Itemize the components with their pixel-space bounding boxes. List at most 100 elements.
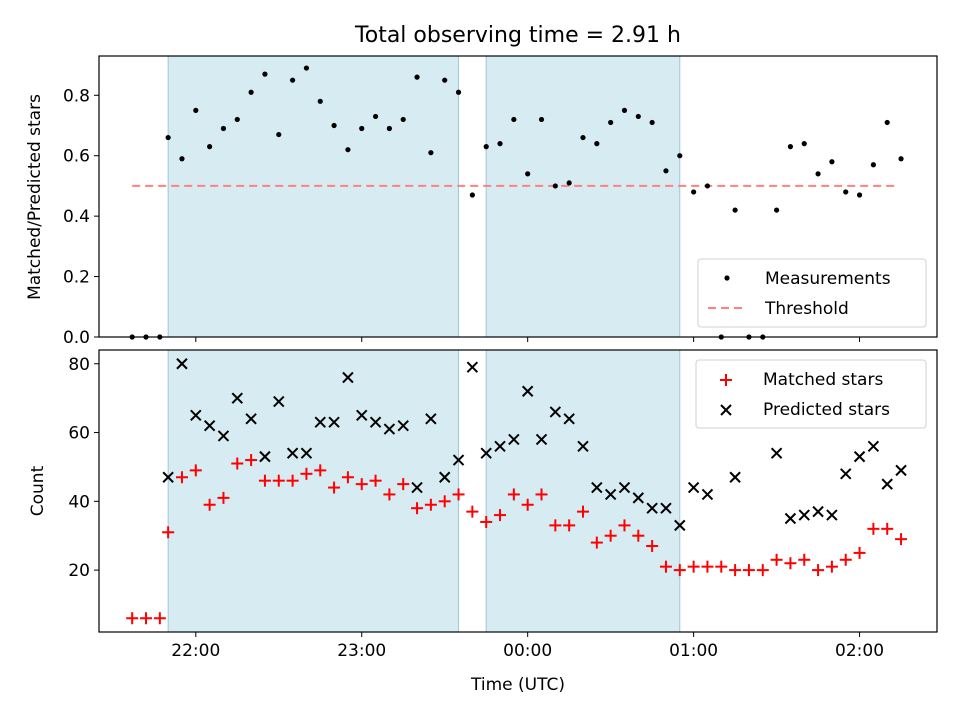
measurement-point	[567, 180, 572, 185]
y-tick-label: 20	[68, 561, 90, 581]
measurement-point	[345, 147, 350, 152]
matched-star-point	[881, 523, 893, 535]
measurement-point	[650, 120, 655, 125]
y-tick-label: 80	[68, 355, 90, 375]
shaded-interval-2	[486, 56, 680, 337]
matched-star-point	[826, 561, 838, 573]
measurement-point	[179, 156, 184, 161]
measurement-point	[262, 72, 267, 77]
matched-star-point	[867, 523, 879, 535]
predicted-star-point	[882, 479, 892, 489]
measurement-point	[359, 126, 364, 131]
chart-title: Total observing time = 2.91 h	[354, 23, 681, 48]
measurement-point	[733, 207, 738, 212]
y-tick-label: 0.6	[63, 147, 90, 167]
measurement-point	[539, 117, 544, 122]
x-tick-label: 23:00	[337, 641, 386, 661]
matched-star-point	[701, 561, 713, 573]
measurement-point	[511, 117, 516, 122]
predicted-star-point	[799, 510, 809, 520]
measurement-point	[774, 207, 779, 212]
measurement-point	[857, 192, 862, 197]
measurement-point	[677, 153, 682, 158]
matched-star-point	[715, 561, 727, 573]
legend-measurements-marker	[724, 275, 729, 280]
x-tick-label: 00:00	[503, 641, 552, 661]
measurement-point	[705, 183, 710, 188]
y-tick-label: 0.8	[63, 86, 90, 106]
measurement-point	[829, 159, 834, 164]
predicted-star-point	[785, 514, 795, 524]
measurement-point	[580, 135, 585, 140]
legend-measurements-label: Measurements	[765, 269, 891, 289]
bottom-y-axis-label: Count	[28, 465, 48, 516]
measurement-point	[470, 192, 475, 197]
matched-star-point	[743, 564, 755, 576]
measurement-point	[373, 114, 378, 119]
measurement-point	[207, 144, 212, 149]
matched-star-point	[840, 554, 852, 566]
measurement-point	[608, 120, 613, 125]
matched-star-point	[812, 564, 824, 576]
matched-star-point	[784, 557, 796, 569]
predicted-star-point	[730, 472, 740, 482]
predicted-star-point	[855, 452, 865, 462]
measurement-point	[331, 123, 336, 128]
measurement-point	[802, 141, 807, 146]
predicted-star-point	[702, 489, 712, 499]
measurement-point	[885, 120, 890, 125]
matched-star-point	[798, 554, 810, 566]
measurement-point	[193, 108, 198, 113]
matched-star-point	[729, 564, 741, 576]
measurement-point	[525, 171, 530, 176]
top-panel: 0.00.20.40.60.8 Matched/Predicted stars …	[25, 56, 937, 348]
measurement-point	[594, 141, 599, 146]
measurement-point	[249, 90, 254, 95]
measurement-point	[318, 99, 323, 104]
y-tick-label: 0.4	[63, 207, 90, 227]
predicted-star-point	[689, 483, 699, 493]
measurement-point	[387, 126, 392, 131]
measurement-point	[871, 162, 876, 167]
matched-star-point	[895, 533, 907, 545]
measurement-point	[636, 114, 641, 119]
measurement-point	[788, 144, 793, 149]
matched-star-point	[854, 547, 866, 559]
predicted-star-point	[772, 448, 782, 458]
legend-threshold-label: Threshold	[764, 299, 849, 319]
x-axis-label: Time (UTC)	[470, 675, 565, 695]
x-tick-label: 01:00	[669, 641, 718, 661]
x-tick-label: 22:00	[171, 641, 220, 661]
matched-star-point	[126, 612, 138, 624]
measurement-point	[843, 189, 848, 194]
measurement-point	[484, 144, 489, 149]
measurement-point	[898, 156, 903, 161]
bottom-legend: Matched stars Predicted stars	[696, 360, 926, 428]
matched-star-point	[140, 612, 152, 624]
predicted-star-point	[827, 510, 837, 520]
predicted-star-point	[813, 507, 823, 517]
measurement-point	[304, 65, 309, 70]
y-tick-label: 40	[68, 492, 90, 512]
y-tick-label: 0.2	[63, 268, 90, 288]
matched-star-point	[466, 506, 478, 518]
measurement-point	[235, 117, 240, 122]
measurement-point	[456, 90, 461, 95]
measurement-point	[553, 183, 558, 188]
y-tick-label: 60	[68, 424, 90, 444]
top-y-axis-label: Matched/Predicted stars	[25, 94, 45, 300]
measurement-point	[166, 135, 171, 140]
matched-star-point	[771, 554, 783, 566]
legend-predicted-label: Predicted stars	[763, 400, 890, 420]
measurement-point	[815, 171, 820, 176]
top-legend: Measurements Threshold	[698, 259, 926, 327]
x-tick-label: 02:00	[835, 641, 884, 661]
measurement-point	[401, 117, 406, 122]
matched-star-point	[688, 561, 700, 573]
shaded-interval-1	[168, 56, 458, 337]
y-tick-label: 0.0	[63, 328, 90, 348]
legend-matched-label: Matched stars	[763, 370, 883, 390]
measurement-point	[276, 132, 281, 137]
